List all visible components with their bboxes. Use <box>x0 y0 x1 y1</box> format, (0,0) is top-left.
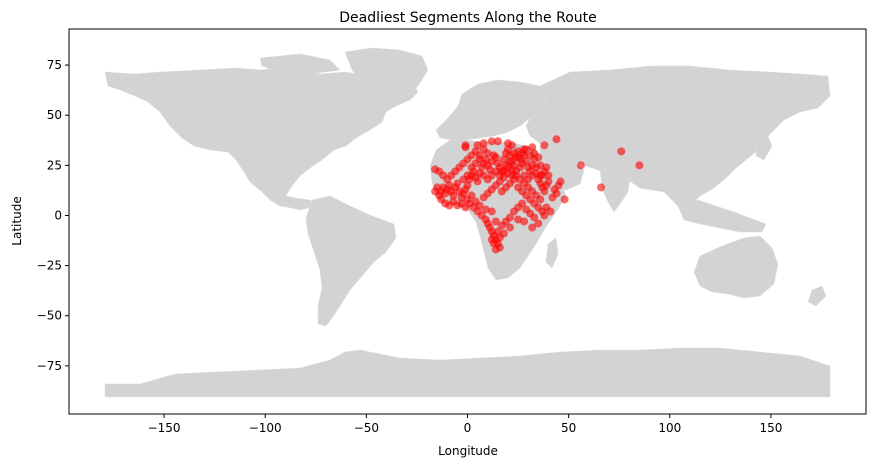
data-point <box>493 227 502 236</box>
data-point <box>473 141 482 150</box>
data-point <box>479 139 488 148</box>
plot-area: −150 −100 −50 0 50 100 150 −75 −50 −25 0 25 50 75 <box>37 28 867 435</box>
land-south-america <box>305 195 397 327</box>
data-point <box>495 233 504 242</box>
data-point <box>536 195 545 204</box>
land-new-zealand <box>807 285 827 307</box>
data-point <box>487 137 496 146</box>
x-tick-label: 0 <box>464 421 472 435</box>
data-point <box>552 135 561 144</box>
y-axis-ticks: −75 −50 −25 0 25 50 75 <box>37 58 69 373</box>
land-arctic-islands <box>259 53 341 75</box>
data-point <box>493 137 502 146</box>
data-point <box>483 149 492 158</box>
data-point <box>617 147 626 156</box>
land-southeast-asia <box>677 199 767 233</box>
data-point <box>475 155 484 164</box>
data-point <box>534 153 543 162</box>
data-point <box>530 213 539 222</box>
data-point <box>503 163 512 172</box>
x-tick-label: 150 <box>759 421 782 435</box>
land-madagascar <box>545 237 559 269</box>
y-tick-label: 25 <box>47 158 62 172</box>
land-asia <box>525 65 831 215</box>
data-point <box>445 181 454 190</box>
data-point <box>463 181 472 190</box>
data-point <box>431 187 440 196</box>
land-japan <box>755 131 773 161</box>
data-point <box>518 199 527 208</box>
data-point <box>505 157 514 166</box>
data-point <box>597 183 606 192</box>
chart-title: Deadliest Segments Along the Route <box>339 10 597 26</box>
data-point <box>463 171 472 180</box>
y-tick-label: 0 <box>54 208 62 222</box>
data-point <box>528 171 537 180</box>
data-point <box>503 145 512 154</box>
data-point <box>576 161 585 170</box>
land-north-america <box>104 65 419 211</box>
y-tick-label: −50 <box>37 309 62 323</box>
data-point <box>540 211 549 220</box>
land-antarctica <box>104 347 831 398</box>
data-point <box>532 163 541 172</box>
data-point <box>491 245 500 254</box>
data-point <box>505 223 514 232</box>
y-tick-label: 50 <box>47 108 62 122</box>
y-tick-label: 75 <box>47 58 62 72</box>
x-axis-label: Longitude <box>438 444 498 458</box>
scatter-points <box>431 135 644 254</box>
data-point <box>536 171 545 180</box>
data-point <box>540 187 549 196</box>
x-tick-label: −150 <box>148 421 181 435</box>
data-point <box>491 153 500 162</box>
data-point <box>516 163 525 172</box>
x-tick-label: 100 <box>658 421 681 435</box>
y-tick-label: −75 <box>37 359 62 373</box>
x-tick-label: −50 <box>354 421 379 435</box>
data-point <box>491 217 500 226</box>
data-point <box>540 141 549 150</box>
land-greenland <box>344 47 429 101</box>
data-point <box>520 217 529 226</box>
data-point <box>635 161 644 170</box>
land-australia <box>693 235 779 299</box>
y-tick-label: −25 <box>37 259 62 273</box>
data-point <box>556 177 565 186</box>
data-point <box>544 171 553 180</box>
data-point <box>552 189 561 198</box>
data-point <box>473 177 482 186</box>
data-point <box>465 199 474 208</box>
data-point <box>487 207 496 216</box>
data-point <box>528 223 537 232</box>
land-india <box>599 167 631 213</box>
data-point <box>534 219 543 228</box>
data-point <box>544 177 553 186</box>
data-point <box>546 207 555 216</box>
data-point <box>499 155 508 164</box>
y-axis-label: Latitude <box>10 196 24 245</box>
data-point <box>461 143 470 152</box>
data-point <box>542 163 551 172</box>
data-point <box>485 165 494 174</box>
data-point <box>481 155 490 164</box>
data-point <box>560 195 569 204</box>
data-point <box>522 145 531 154</box>
data-point <box>481 205 490 214</box>
land-masses <box>104 47 831 398</box>
data-point <box>487 235 496 244</box>
data-point <box>514 215 523 224</box>
data-point <box>449 191 458 200</box>
x-axis-ticks: −150 −100 −50 0 50 100 150 <box>148 414 782 435</box>
data-point <box>522 157 531 166</box>
data-point <box>475 201 484 210</box>
data-point <box>453 179 462 188</box>
data-point <box>467 191 476 200</box>
x-tick-label: 50 <box>561 421 576 435</box>
x-tick-label: −100 <box>249 421 282 435</box>
data-point <box>528 143 537 152</box>
data-point <box>505 213 514 222</box>
